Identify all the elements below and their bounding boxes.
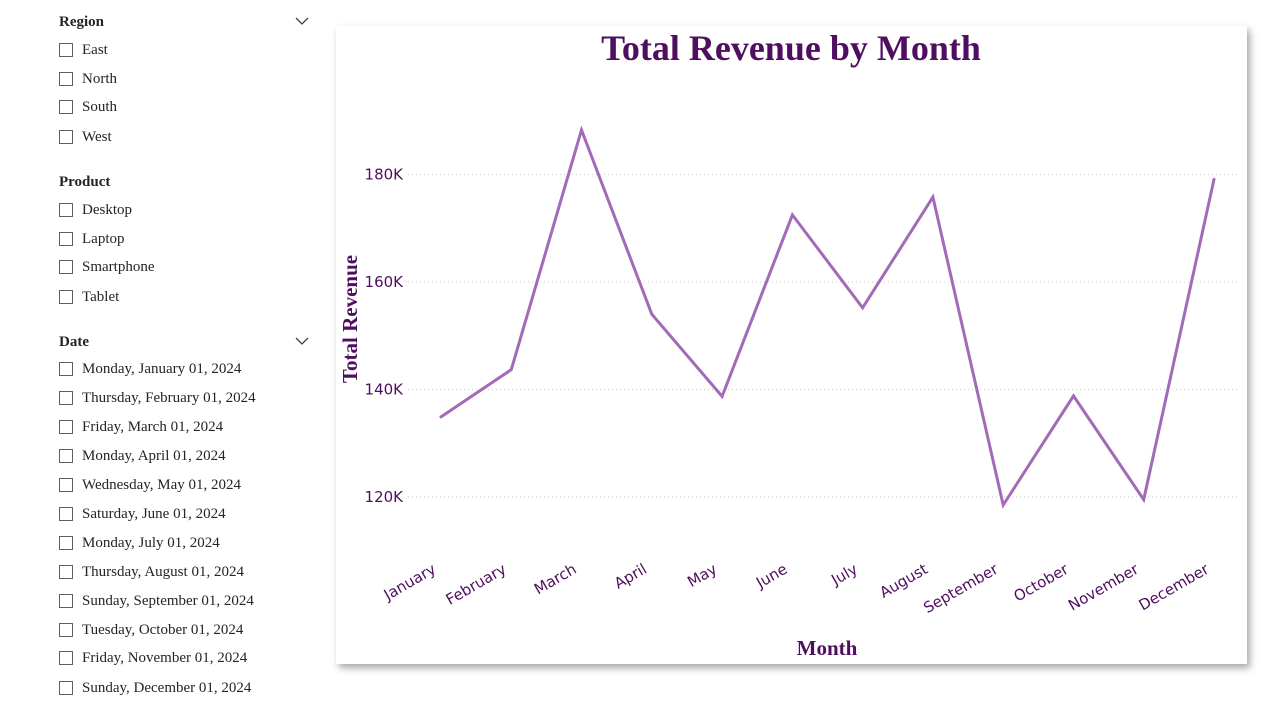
product-option-tablet[interactable]: Tablet (59, 287, 119, 307)
date-option-jul[interactable]: Monday, July 01, 2024 (59, 533, 220, 553)
y-tick-label: 160K (365, 273, 405, 291)
data-point[interactable] (857, 302, 869, 314)
checkbox[interactable] (59, 362, 73, 376)
data-point[interactable] (1138, 494, 1150, 506)
revenue-chart-card[interactable]: Total Revenue by Month Total Revenue Mon… (336, 26, 1247, 664)
product-option-smartphone[interactable]: Smartphone (59, 257, 155, 277)
data-point[interactable] (927, 191, 939, 203)
region-slicer-title: Region (59, 14, 104, 30)
region-slicer-header: Region (59, 12, 309, 32)
data-point[interactable] (646, 308, 658, 320)
y-tick-label: 180K (365, 166, 405, 184)
checkbox[interactable] (59, 391, 73, 405)
date-option-may[interactable]: Wednesday, May 01, 2024 (59, 475, 241, 495)
data-point[interactable] (505, 364, 517, 376)
data-point[interactable] (997, 499, 1009, 511)
region-option-east[interactable]: East (59, 40, 108, 60)
y-tick-label: 120K (365, 488, 405, 506)
product-slicer: Product Desktop Laptop Smartphone Tablet (59, 172, 309, 312)
date-slicer-header: Date (59, 332, 309, 352)
chevron-down-icon[interactable] (295, 336, 309, 346)
region-slicer: Region East North South West (59, 12, 309, 152)
date-option-nov[interactable]: Friday, November 01, 2024 (59, 648, 247, 668)
date-slicer: Date Monday, January 01, 2024 Thursday, … (59, 332, 309, 702)
data-point[interactable] (1208, 173, 1220, 185)
checkbox[interactable] (59, 130, 73, 144)
date-slicer-title: Date (59, 334, 89, 350)
x-tick-label: July (827, 560, 860, 590)
y-tick-label: 140K (365, 380, 405, 398)
x-tick-label: November (1065, 559, 1142, 614)
data-point[interactable] (786, 209, 798, 221)
region-option-west[interactable]: West (59, 127, 112, 147)
x-tick-label: February (443, 560, 510, 609)
checkbox[interactable] (59, 565, 73, 579)
checkbox[interactable] (59, 72, 73, 86)
series-layer (435, 124, 1220, 511)
checkbox[interactable] (59, 478, 73, 492)
date-option-jan[interactable]: Monday, January 01, 2024 (59, 359, 241, 379)
date-option-oct[interactable]: Tuesday, October 01, 2024 (59, 620, 243, 640)
data-point[interactable] (716, 390, 728, 402)
product-option-laptop[interactable]: Laptop (59, 229, 125, 249)
checkbox[interactable] (59, 681, 73, 695)
date-option-mar[interactable]: Friday, March 01, 2024 (59, 417, 223, 437)
y-axis-title: Total Revenue (338, 255, 362, 383)
data-point[interactable] (435, 411, 447, 423)
checkbox[interactable] (59, 290, 73, 304)
date-option-aug[interactable]: Thursday, August 01, 2024 (59, 562, 244, 582)
checkbox[interactable] (59, 651, 73, 665)
checkbox[interactable] (59, 507, 73, 521)
region-option-south[interactable]: South (59, 97, 117, 117)
x-tick-label: December (1136, 559, 1213, 614)
date-option-sep[interactable]: Sunday, September 01, 2024 (59, 591, 254, 611)
x-tick-label: May (684, 560, 720, 591)
checkbox[interactable] (59, 449, 73, 463)
x-tick-label: June (752, 560, 790, 592)
x-tick-label: March (531, 560, 580, 598)
product-option-desktop[interactable]: Desktop (59, 200, 132, 220)
x-axis-ticks: January February March April May June July Augu… (380, 559, 1213, 616)
checkbox[interactable] (59, 260, 73, 274)
x-axis-title: Month (797, 636, 858, 660)
data-point[interactable] (1067, 390, 1079, 402)
checkbox[interactable] (59, 43, 73, 57)
x-tick-label: August (876, 560, 931, 602)
date-option-apr[interactable]: Monday, April 01, 2024 (59, 446, 226, 466)
checkbox[interactable] (59, 536, 73, 550)
x-tick-label: September (920, 559, 1002, 616)
revenue-line-chart: Total Revenue by Month Total Revenue Mon… (338, 28, 1240, 660)
checkbox[interactable] (59, 420, 73, 434)
checkbox[interactable] (59, 100, 73, 114)
chart-title: Total Revenue by Month (601, 28, 981, 68)
data-point[interactable] (576, 124, 588, 136)
x-tick-label: April (611, 560, 650, 593)
chevron-down-icon[interactable] (295, 16, 309, 26)
checkbox[interactable] (59, 232, 73, 246)
region-option-north[interactable]: North (59, 69, 117, 89)
checkbox[interactable] (59, 594, 73, 608)
x-tick-label: January (380, 560, 439, 605)
product-slicer-header: Product (59, 172, 309, 192)
x-tick-label: October (1010, 559, 1072, 605)
series-line-total-revenue (439, 125, 1216, 509)
checkbox[interactable] (59, 623, 73, 637)
gridlines (408, 174, 1240, 498)
product-slicer-title: Product (59, 174, 111, 190)
date-option-jun[interactable]: Saturday, June 01, 2024 (59, 504, 226, 524)
y-axis-ticks: 120K 140K 160K 180K (365, 166, 405, 506)
checkbox[interactable] (59, 203, 73, 217)
date-option-feb[interactable]: Thursday, February 01, 2024 (59, 388, 256, 408)
date-option-dec[interactable]: Sunday, December 01, 2024 (59, 678, 251, 698)
